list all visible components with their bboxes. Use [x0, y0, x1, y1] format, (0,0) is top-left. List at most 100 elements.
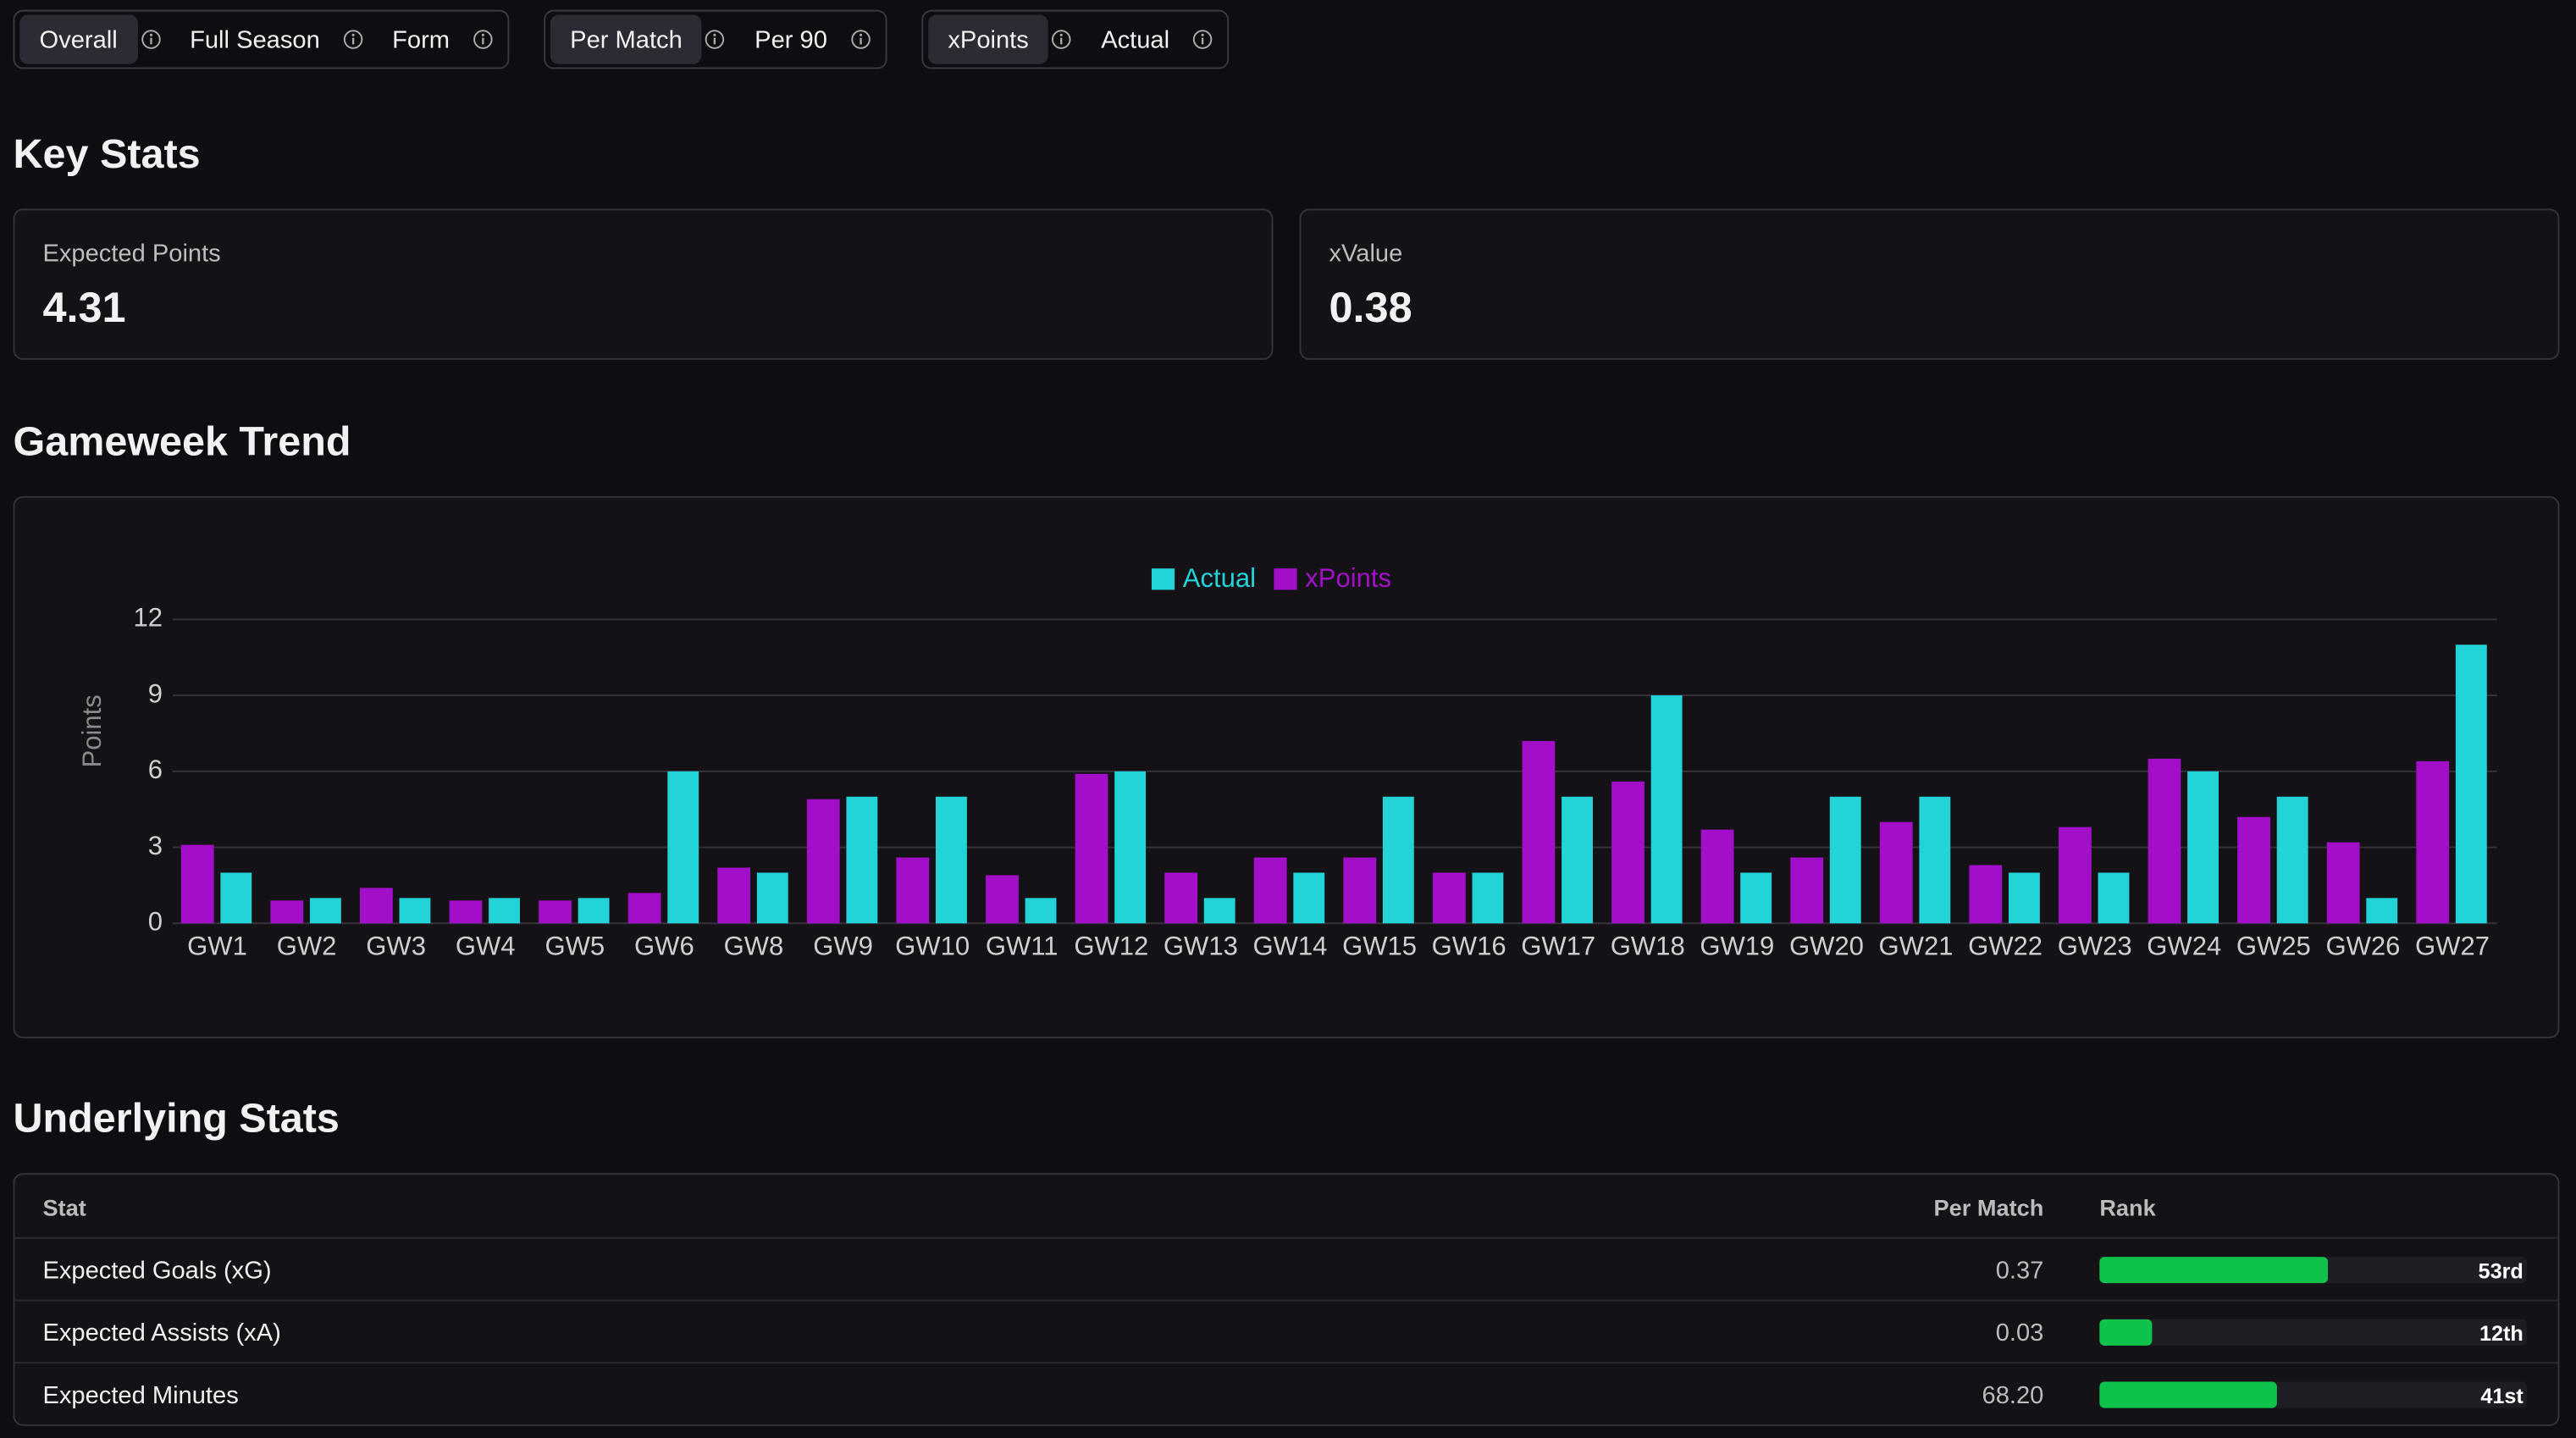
y-tick-label: 12 — [134, 603, 163, 633]
section-title: Key Stats — [13, 131, 201, 178]
x-tick-label: GW24 — [2147, 932, 2221, 961]
toggle-button[interactable]: Actual — [1101, 25, 1170, 54]
x-tick-label: GW8 — [724, 932, 784, 961]
legend-label: xPoints — [1305, 563, 1391, 593]
bar — [1025, 898, 1057, 924]
column-header: Per Match — [1933, 1194, 2044, 1221]
bar — [1343, 857, 1377, 924]
stat-card: xValue 0.38 — [1299, 208, 2560, 360]
rank-label: 41st — [2480, 1383, 2523, 1408]
icon-circle — [343, 30, 362, 49]
info-icon[interactable] — [343, 30, 362, 49]
y-axis-label: Points — [77, 694, 107, 767]
x-tick-label: GW21 — [1879, 932, 1954, 961]
toggle-button[interactable]: Form — [392, 25, 451, 54]
icon-dot — [714, 33, 717, 36]
table-row: Expected Goals (xG) 0.37 53rd — [14, 1236, 2558, 1302]
info-icon[interactable] — [850, 30, 870, 49]
toggle-button[interactable]: Per 90 — [755, 25, 827, 54]
legend-swatch — [1151, 568, 1175, 590]
stat-name: Expected Goals (xG) — [42, 1257, 272, 1286]
rank-track — [2099, 1319, 2527, 1346]
rank-bar — [2099, 1319, 2152, 1346]
toggle-group: Per Match Per 90 — [544, 9, 887, 69]
bar — [1253, 857, 1287, 924]
section-title: Gameweek Trend — [13, 418, 351, 466]
x-tick-label: GW20 — [1789, 932, 1864, 961]
info-icon[interactable] — [141, 30, 160, 49]
bar — [1293, 872, 1325, 924]
bar — [399, 898, 431, 924]
bar — [1700, 829, 1734, 924]
icon-dot — [1201, 33, 1204, 36]
info-icon[interactable] — [1192, 30, 1213, 49]
bar — [1740, 872, 1772, 924]
x-tick-label: GW11 — [986, 932, 1059, 961]
card-value: 4.31 — [42, 282, 126, 332]
icon-dot — [148, 33, 152, 36]
per-match: 0.03 — [1995, 1319, 2044, 1347]
bar — [1969, 865, 2003, 924]
info-icon[interactable] — [1052, 30, 1071, 49]
info-icon[interactable] — [473, 30, 493, 49]
bar — [2276, 796, 2308, 924]
stat-name: Expected Minutes — [42, 1381, 239, 1410]
y-tick-label: 6 — [148, 755, 163, 784]
info-icon[interactable] — [705, 30, 725, 49]
toggle-group: Overall Full Season Form — [13, 9, 509, 69]
per-match: 0.37 — [1995, 1257, 2044, 1286]
toggle-group: xPoints Actual — [921, 9, 1229, 69]
x-tick-label: GW16 — [1432, 932, 1506, 961]
bar — [846, 796, 878, 924]
bar — [1472, 872, 1504, 924]
icon-circle — [850, 30, 870, 49]
bar — [220, 872, 252, 924]
bar — [449, 900, 483, 924]
bar — [2455, 644, 2487, 924]
toggle-button[interactable]: Full Season — [190, 25, 320, 54]
icon-dot — [1060, 33, 1064, 36]
x-tick-label: GW14 — [1252, 932, 1327, 961]
bar — [756, 872, 788, 924]
y-tick-label: 9 — [148, 678, 163, 708]
section-title: Underlying Stats — [13, 1095, 340, 1142]
bar — [1919, 796, 1951, 924]
bar — [1879, 821, 1913, 924]
icon-dot — [859, 33, 862, 36]
x-tick-label: GW17 — [1521, 932, 1595, 961]
bar — [2008, 872, 2040, 924]
bar — [578, 898, 610, 924]
bar — [2416, 760, 2450, 924]
stat-name: Expected Assists (xA) — [42, 1319, 281, 1347]
rank-bar — [2099, 1381, 2277, 1408]
x-tick-label: GW10 — [895, 932, 970, 961]
bar — [2059, 827, 2092, 924]
bar — [1611, 781, 1645, 924]
bar — [717, 867, 751, 924]
x-tick-label: GW6 — [634, 932, 694, 961]
icon-circle — [141, 30, 160, 49]
icon-circle — [1052, 30, 1071, 49]
toggle-button[interactable]: Overall — [19, 14, 138, 64]
x-tick-label: GW2 — [277, 932, 337, 961]
x-tick-label: GW22 — [1968, 932, 2043, 961]
rank-label: 53rd — [2478, 1258, 2523, 1284]
icon-circle — [705, 30, 725, 49]
bar — [2366, 898, 2398, 924]
bar — [1075, 773, 1108, 924]
toggle-button[interactable]: xPoints — [928, 14, 1049, 64]
x-tick-label: GW12 — [1074, 932, 1148, 961]
x-tick-label: GW5 — [544, 932, 605, 961]
bar — [270, 900, 304, 924]
toggle-button[interactable]: Per Match — [550, 14, 703, 64]
card-value: 0.38 — [1329, 282, 1412, 332]
card-label: Expected Points — [42, 240, 221, 268]
card-label: xValue — [1329, 240, 1403, 268]
bar — [2237, 816, 2270, 924]
x-tick-label: GW18 — [1611, 932, 1685, 961]
stats-table: Stat Per Match Rank Expected Goals (xG) 0… — [13, 1173, 2560, 1426]
bar — [1114, 771, 1147, 924]
